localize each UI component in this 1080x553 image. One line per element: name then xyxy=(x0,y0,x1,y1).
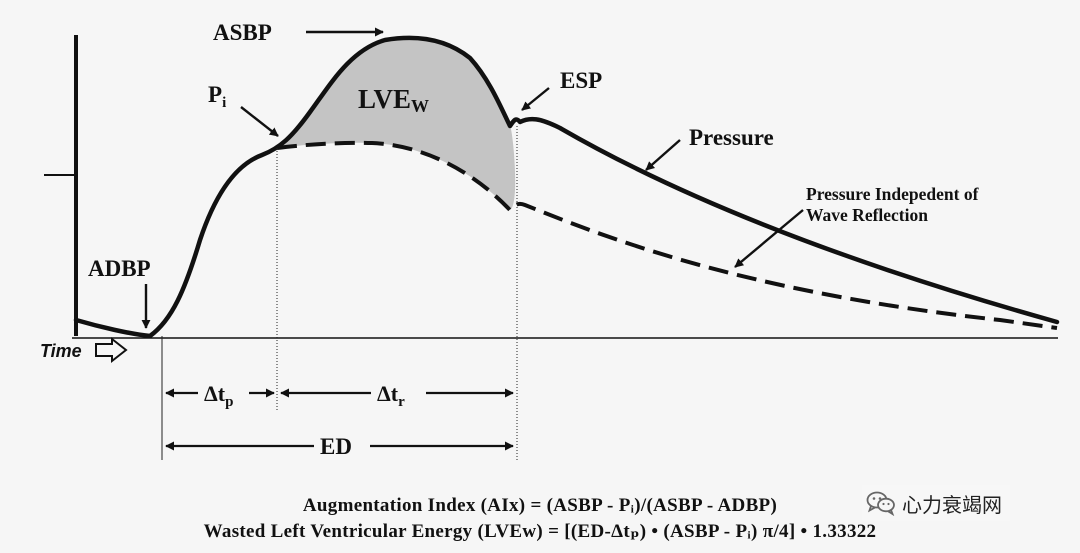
pressure-label: Pressure xyxy=(689,125,774,150)
wechat-icon xyxy=(866,491,895,516)
pressure-curve xyxy=(73,35,1060,339)
asbp-label: ASBP xyxy=(213,20,272,45)
esp-arrow xyxy=(521,87,550,111)
wasted-energy-formula: Wasted Left Ventricular Energy (LVEᴡ) = … xyxy=(203,521,877,542)
pi-label: Pi xyxy=(208,82,226,111)
time-arrow-icon xyxy=(95,336,128,364)
time-label: Time xyxy=(40,341,82,361)
lvew-label: LVEW xyxy=(358,84,429,116)
pressure-independent-arrow xyxy=(734,209,804,268)
pressure-independent-label-2: Wave Reflection xyxy=(806,205,928,225)
pi-arrow xyxy=(240,106,279,137)
watermark-text: 心力衰竭网 xyxy=(902,492,1002,517)
dtp-label: Δtp xyxy=(204,381,233,410)
pressure-arrow xyxy=(645,139,681,171)
watermark: 心力衰竭网 xyxy=(862,485,1010,521)
pressure-independent-label-1: Pressure Indepedent of xyxy=(806,184,979,204)
ed-label: ED xyxy=(320,434,352,459)
pressure-independent-curve xyxy=(276,140,1058,330)
adbp-label: ADBP xyxy=(88,256,151,281)
augmentation-index-formula: Augmentation Index (AIx) = (ASBP - Pᵢ)/(… xyxy=(302,495,778,516)
dtr-label: Δtr xyxy=(377,381,405,410)
esp-label: ESP xyxy=(560,68,602,93)
